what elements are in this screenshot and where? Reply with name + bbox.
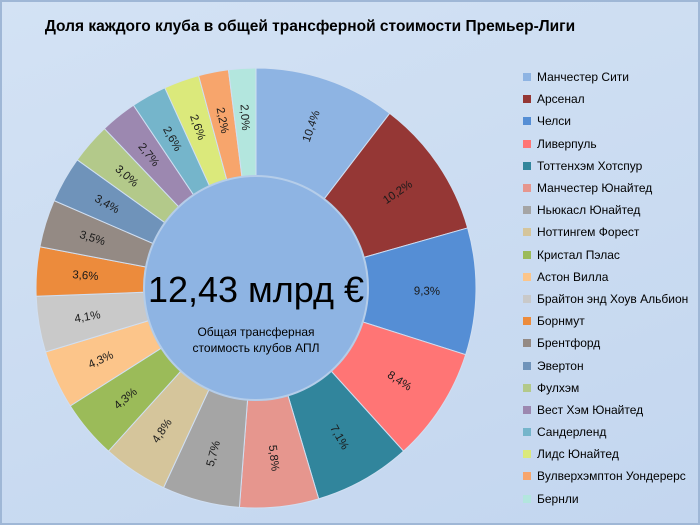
center-caption-line1: Общая трансферная <box>197 325 314 339</box>
legend-label: Кристал Пэлас <box>537 247 620 262</box>
legend-label: Эвертон <box>537 358 584 373</box>
legend-item: Лидс Юнайтед <box>523 443 688 465</box>
legend-swatch <box>523 494 531 503</box>
legend-swatch <box>523 250 531 259</box>
legend-label: Брайтон энд Хоув Альбион <box>537 291 689 306</box>
legend-item: Астон Вилла <box>523 266 688 288</box>
legend-item: Брентфорд <box>523 332 688 354</box>
slice-label-19: 2,0% <box>237 104 251 131</box>
legend-item: Бернли <box>523 488 688 510</box>
slice-label-11: 3,6% <box>72 269 99 283</box>
legend-swatch <box>523 428 531 437</box>
legend-item: Сандерленд <box>523 421 688 443</box>
legend-label: Ноттингем Форест <box>537 225 640 240</box>
legend-item: Арсенал <box>523 88 688 110</box>
legend-swatch <box>523 95 531 104</box>
legend: Манчестер Сити Арсенал Челси Ливерпуль Тотте… <box>523 66 688 510</box>
legend-item: Борнмут <box>523 310 688 332</box>
legend-label: Тоттенхэм Хотспур <box>537 158 643 173</box>
slice-label-10: 4,1% <box>74 309 102 325</box>
legend-swatch <box>523 294 531 303</box>
legend-label: Борнмут <box>537 314 585 329</box>
legend-swatch <box>523 73 531 82</box>
legend-label: Манчестер Сити <box>537 70 629 85</box>
legend-swatch <box>523 361 531 370</box>
legend-label: Фулхэм <box>537 380 580 395</box>
legend-item: Ноттингем Форест <box>523 221 688 243</box>
chart-title: Доля каждого клуба в общей трансферной с… <box>44 18 576 35</box>
legend-item: Манчестер Сити <box>523 66 688 88</box>
slice-label-5: 5,8% <box>266 444 281 471</box>
legend-swatch <box>523 139 531 148</box>
legend-item: Кристал Пэлас <box>523 244 688 266</box>
legend-item: Ньюкасл Юнайтед <box>523 199 688 221</box>
legend-item: Фулхэм <box>523 377 688 399</box>
legend-label: Вест Хэм Юнайтед <box>537 402 644 417</box>
legend-label: Арсенал <box>537 92 585 107</box>
legend-swatch <box>523 161 531 170</box>
donut-center <box>143 175 369 401</box>
legend-swatch <box>523 383 531 392</box>
slice-label-2: 9,3% <box>414 285 440 297</box>
legend-swatch <box>523 206 531 215</box>
total-value: 12,43 млрд € <box>148 269 364 310</box>
legend-item: Вулверхэмптон Уондерерс <box>523 465 688 487</box>
legend-item: Тоттенхэм Хотспур <box>523 155 688 177</box>
legend-label: Брентфорд <box>537 336 601 351</box>
legend-label: Манчестер Юнайтед <box>537 181 653 196</box>
legend-item: Вест Хэм Юнайтед <box>523 399 688 421</box>
slice-label-18: 2,2% <box>213 106 230 134</box>
legend-label: Лидс Юнайтед <box>537 447 619 462</box>
legend-label: Сандерленд <box>537 425 607 440</box>
legend-swatch <box>523 450 531 459</box>
legend-label: Бернли <box>537 491 579 506</box>
legend-label: Челси <box>537 114 571 129</box>
legend-item: Манчестер Юнайтед <box>523 177 688 199</box>
legend-swatch <box>523 405 531 414</box>
legend-swatch <box>523 472 531 481</box>
legend-label: Вулверхэмптон Уондерерс <box>537 469 686 484</box>
legend-item: Челси <box>523 110 688 132</box>
legend-swatch <box>523 339 531 348</box>
legend-label: Астон Вилла <box>537 269 609 284</box>
center-caption-line2: стоимость клубов АПЛ <box>193 341 320 355</box>
legend-swatch <box>523 317 531 326</box>
legend-item: Ливерпуль <box>523 133 688 155</box>
legend-item: Эвертон <box>523 354 688 376</box>
legend-swatch <box>523 117 531 126</box>
legend-item: Брайтон энд Хоув Альбион <box>523 288 688 310</box>
legend-label: Ньюкасл Юнайтед <box>537 203 641 218</box>
legend-swatch <box>523 228 531 237</box>
legend-swatch <box>523 184 531 193</box>
legend-swatch <box>523 272 531 281</box>
legend-label: Ливерпуль <box>537 136 597 151</box>
